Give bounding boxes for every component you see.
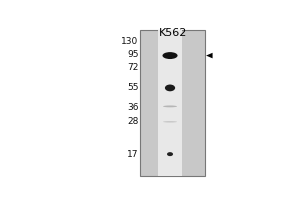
Text: 95: 95 [127,50,139,59]
Polygon shape [206,53,213,58]
Text: K562: K562 [159,28,188,38]
Circle shape [165,85,175,91]
Text: 130: 130 [122,37,139,46]
Bar [158,30,182,176]
Bar [140,30,205,176]
Circle shape [167,152,173,156]
Ellipse shape [163,52,178,59]
Text: 36: 36 [127,103,139,112]
Text: 55: 55 [127,83,139,92]
Text: 17: 17 [127,150,139,159]
Ellipse shape [163,105,177,107]
Ellipse shape [163,121,177,123]
Text: 72: 72 [127,63,139,72]
Text: 28: 28 [127,117,139,126]
